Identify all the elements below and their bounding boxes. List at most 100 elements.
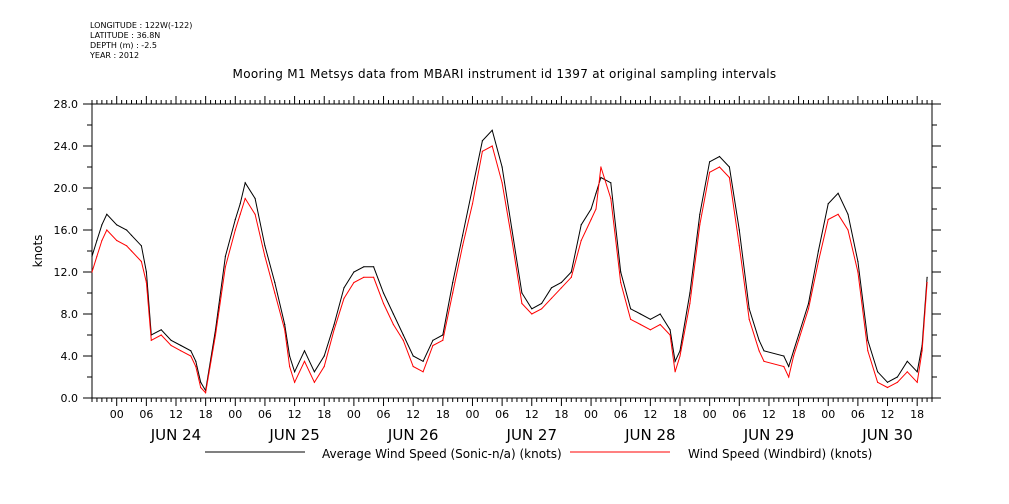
data-point xyxy=(180,344,182,347)
legend-label-sonic: Average Wind Speed (Sonic-n/a) (knots) xyxy=(322,447,562,461)
data-point xyxy=(313,371,315,373)
data-point xyxy=(432,344,434,347)
x-tick-label: 18 xyxy=(436,408,450,421)
data-point xyxy=(264,245,266,247)
x-tick-label: 06 xyxy=(851,408,865,421)
data-point xyxy=(382,292,385,294)
data-point xyxy=(224,255,226,257)
data-point xyxy=(452,292,454,294)
x-tick-label: 00 xyxy=(347,408,361,421)
data-point xyxy=(531,313,533,315)
data-point xyxy=(709,171,711,173)
data-point xyxy=(610,182,612,184)
data-point xyxy=(550,287,553,289)
data-point xyxy=(145,281,147,284)
data-point xyxy=(323,365,325,368)
day-label: JUN 29 xyxy=(743,426,794,444)
data-point xyxy=(190,355,192,357)
data-point xyxy=(610,197,612,200)
data-point xyxy=(96,239,98,242)
data-point xyxy=(382,302,385,305)
chart-title: Mooring M1 Metsys data from MBARI instru… xyxy=(232,67,777,81)
data-point xyxy=(303,350,306,352)
data-point xyxy=(531,308,533,310)
data-point xyxy=(758,339,760,341)
data-point xyxy=(669,334,671,336)
data-point xyxy=(116,239,118,242)
data-point xyxy=(150,339,152,341)
data-point xyxy=(130,250,133,252)
data-point xyxy=(560,281,563,284)
data-point xyxy=(239,203,241,205)
data-point xyxy=(877,371,879,373)
data-point xyxy=(442,334,444,336)
data-point xyxy=(239,213,241,215)
data-point xyxy=(491,145,493,147)
data-point xyxy=(491,129,493,131)
data-point xyxy=(244,197,246,200)
data-point xyxy=(783,365,785,368)
data-point xyxy=(718,166,721,168)
day-label: JUN 25 xyxy=(268,426,319,444)
data-point xyxy=(718,155,721,158)
data-point xyxy=(783,355,785,357)
data-point xyxy=(906,371,908,373)
plot-frame xyxy=(91,103,933,399)
data-point xyxy=(630,308,632,310)
data-point xyxy=(481,150,483,152)
x-tick-label: 18 xyxy=(792,408,806,421)
x-tick-label: 12 xyxy=(288,408,302,421)
data-point xyxy=(699,213,701,215)
data-point xyxy=(91,271,93,273)
data-point xyxy=(699,224,701,226)
data-point xyxy=(620,281,622,284)
data-point xyxy=(600,176,602,179)
data-point xyxy=(793,350,795,352)
data-point xyxy=(580,224,582,226)
x-tick-label: 12 xyxy=(406,408,420,421)
x-tick-label: 00 xyxy=(703,408,717,421)
data-point xyxy=(679,355,681,357)
data-point xyxy=(392,313,394,315)
data-point xyxy=(284,323,286,326)
data-point xyxy=(837,213,839,215)
data-point xyxy=(916,371,918,373)
data-point xyxy=(807,308,810,310)
data-point xyxy=(817,250,820,252)
data-point xyxy=(274,281,276,284)
data-point xyxy=(758,350,760,352)
data-point xyxy=(145,271,147,273)
data-point xyxy=(877,381,879,383)
data-point xyxy=(886,386,889,389)
data-point xyxy=(639,313,642,315)
x-tick-label: 00 xyxy=(228,408,242,421)
x-tick-label: 12 xyxy=(881,408,895,421)
data-point xyxy=(289,365,291,368)
data-point xyxy=(284,329,286,331)
data-point xyxy=(254,197,256,200)
y-tick-label: 28.0 xyxy=(54,98,79,111)
data-point xyxy=(126,229,128,231)
data-point xyxy=(659,323,661,326)
data-point xyxy=(101,239,103,242)
data-point xyxy=(788,365,790,368)
data-point xyxy=(867,350,869,352)
data-point xyxy=(763,350,765,352)
data-point xyxy=(294,381,296,383)
x-tick-label: 06 xyxy=(139,408,153,421)
data-point xyxy=(224,266,226,268)
data-point xyxy=(363,276,365,278)
day-label: JUN 28 xyxy=(624,426,675,444)
data-point xyxy=(521,292,523,294)
data-point xyxy=(679,350,681,352)
y-tick-label: 4.0 xyxy=(61,350,79,363)
x-tick-label: 18 xyxy=(673,408,687,421)
data-point xyxy=(560,287,563,289)
legend-label-windbird: Wind Speed (Windbird) (knots) xyxy=(688,447,872,461)
data-point xyxy=(541,302,543,305)
data-point xyxy=(896,381,899,383)
data-point xyxy=(798,339,800,341)
data-point xyxy=(170,339,172,341)
data-point xyxy=(106,213,108,215)
data-point xyxy=(412,355,414,357)
